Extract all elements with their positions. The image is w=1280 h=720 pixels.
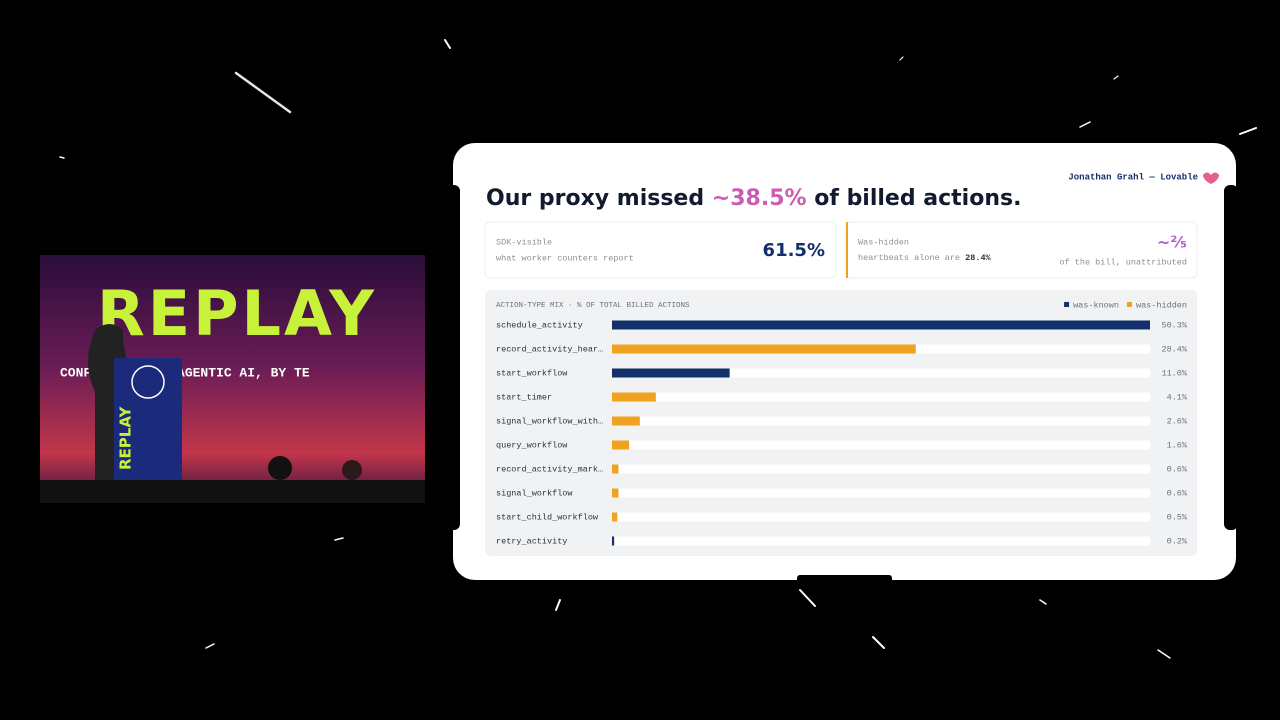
bar-track: [612, 440, 1150, 450]
card-note-value: 28.4%: [965, 253, 991, 263]
value-label: 28.4%: [1161, 344, 1187, 354]
bar-track: [612, 392, 1150, 402]
value-label: 1.6%: [1167, 440, 1188, 450]
category-label: start_timer: [496, 392, 552, 402]
value-label: 0.6%: [1167, 464, 1188, 474]
bar: [612, 344, 916, 354]
value-label: 0.5%: [1167, 512, 1188, 522]
card: [845, 221, 1198, 279]
legend-label: was-hidden: [1136, 300, 1187, 310]
card-note: heartbeats alone are 28.4%: [858, 253, 992, 263]
bar: [612, 512, 618, 522]
card-value: 61.5%: [763, 240, 825, 261]
card-value-note: of the bill, unattributed: [1059, 257, 1187, 267]
bar: [612, 464, 619, 474]
slide-title: Our proxy missed ~38.5% of billed action…: [486, 186, 1021, 211]
value-label: 2.6%: [1167, 416, 1188, 426]
legend: was-hidden was-known: [1064, 300, 1187, 310]
category-label: query_workflow: [496, 440, 568, 450]
value-label: 50.3%: [1161, 320, 1187, 330]
legend-swatch: [1126, 302, 1132, 307]
stage-photo: REPLAY CONFERENCE FOR AGENTIC AI, BY TE …: [40, 255, 425, 503]
bar: [612, 488, 619, 498]
value-label: 0.2%: [1167, 536, 1188, 546]
category-label: start_child_workflow: [496, 512, 599, 522]
bar: [612, 440, 630, 450]
lovable-heart: [1203, 172, 1219, 184]
card-label: SDK-visible: [496, 237, 552, 247]
podium-text: REPLAY: [117, 405, 135, 470]
podium-logo: [131, 365, 165, 399]
value-label: 11.0%: [1161, 368, 1187, 378]
category-label: start_workflow: [496, 368, 568, 378]
legend-label: was-known: [1073, 300, 1119, 310]
bar: [612, 320, 1150, 330]
bar-track: [612, 368, 1150, 378]
title-highlight: ~38.5%: [712, 186, 807, 211]
title-text: of billed actions.: [814, 186, 1021, 211]
bar-track: [612, 464, 1150, 474]
bar: [612, 392, 656, 402]
card-value: ~²⁄₅: [1157, 233, 1187, 252]
bar: [612, 368, 730, 378]
legend-swatch: [1064, 302, 1070, 307]
podium: [114, 358, 182, 498]
chart: schedule_activity record_activity_hear…st…: [496, 320, 1188, 546]
author: Jonathan Grahl — Lovable: [1068, 172, 1198, 182]
title-text: Our proxy missed: [486, 186, 704, 211]
bar: [612, 536, 615, 546]
category-label: retry_activity: [496, 536, 567, 546]
card-note: what worker counters report: [496, 253, 634, 263]
category-label: schedule_activity: [496, 320, 583, 330]
category-label: record_activity_hear…: [496, 344, 603, 354]
bar-track: [612, 536, 1150, 546]
star-streaks: [59, 39, 1257, 659]
bar-track: [612, 416, 1150, 426]
stage-banner: REPLAY: [97, 277, 377, 350]
category-label: record_activity_mark…: [496, 464, 603, 474]
card-label: Was-hidden: [858, 237, 909, 247]
bar-track: [612, 512, 1150, 522]
slide: Jonathan Grahl — Lovable Our proxy misse…: [446, 143, 1238, 583]
value-label: 4.1%: [1167, 392, 1188, 402]
audience: [40, 480, 425, 503]
bar: [612, 416, 640, 426]
chart-title: ACTION-TYPE MIX · % OF TOTAL BILLED ACTI…: [496, 302, 690, 310]
category-label: signal_workflow_with…: [496, 416, 603, 426]
card-note-text: heartbeats alone are: [858, 253, 960, 263]
card: [484, 221, 837, 279]
bar-track: [612, 488, 1150, 498]
category-label: signal_workflow: [496, 488, 573, 498]
value-label: 0.6%: [1167, 488, 1188, 498]
